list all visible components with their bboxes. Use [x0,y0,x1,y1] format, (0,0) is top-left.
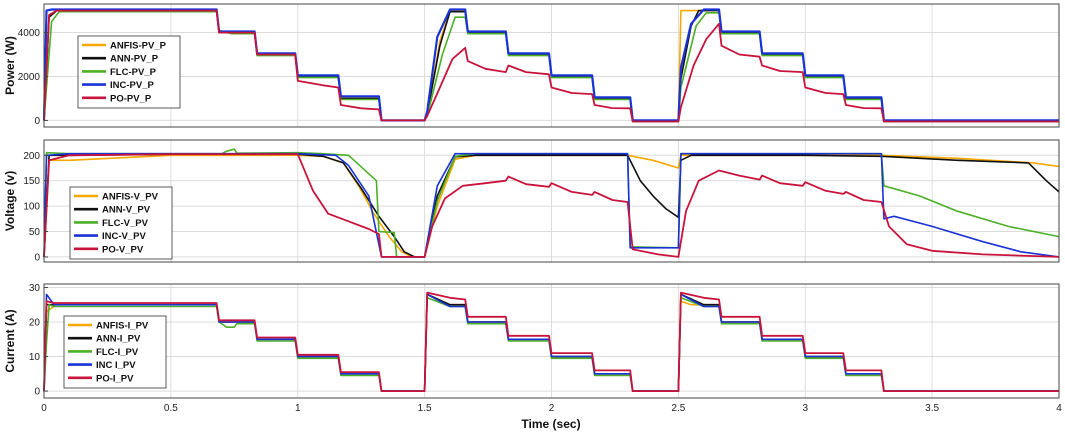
voltage-y-tick-label: 100 [23,202,40,213]
voltage-legend-label: PO-V_PV [102,244,144,255]
voltage-series-line-2 [43,153,1060,258]
voltage-y-tick-label: 0 [34,252,40,263]
current-legend: ANFIS-I_PV ANN-I_PV FLC-I_PV INC I_PV PO-I_P… [63,315,167,389]
power-legend-label: INC-PV_P [110,80,154,91]
current-y-tick-label: 30 [29,283,41,294]
power-axes-frame [43,3,1060,128]
x-tick-label: 1.5 [418,403,432,414]
voltage-legend-label: ANN-V_PV [102,205,151,216]
x-tick-label: 2.5 [671,403,685,414]
voltage-legend-label: FLC-V_PV [102,218,149,229]
current-legend-label: ANN-I_PV [96,334,141,345]
x-tick-label: 0.5 [164,403,178,414]
voltage-legend-label: INC-V_PV [102,231,146,242]
power-legend-label: PO-PV_P [110,93,152,104]
current-axes-frame [43,283,1060,399]
current-y-tick-label: 20 [29,318,41,329]
x-tick-label: 2 [549,403,555,414]
x-tick-label: 0 [41,403,47,414]
power-series-line-5 [43,9,1059,123]
voltage-axes-frame [43,139,1060,263]
voltage-panel: 0 50 100 150 200 Voltage (v) ANFIS-V_PV ANN-V_P… [3,139,1060,263]
current-legend-label: INC I_PV [96,360,136,371]
power-legend-label: ANFIS-PV_P [110,41,167,52]
voltage-series-line-4 [43,152,1060,258]
power-y-tick-label: 0 [34,116,40,127]
power-y-tick-label: 4000 [18,28,41,39]
current-legend-label: FLC-I_PV [96,347,139,358]
voltage-series-line-5 [43,153,1060,258]
voltage-y-axis-label: Voltage (v) [3,171,17,231]
voltage-y-tick-label: 200 [23,151,40,162]
power-series-line-4 [42,8,1059,122]
voltage-legend-label: ANFIS-V_PV [102,192,159,203]
current-y-tick-label: 0 [34,387,40,398]
current-series-line-5 [43,291,1059,393]
x-axis-label: Time (sec) [521,417,580,431]
x-tick-label: 3 [802,403,808,414]
x-tick-label: 4 [1056,403,1062,414]
voltage-y-tick-label: 50 [29,227,41,238]
power-legend-label: FLC-PV_P [110,67,157,78]
power-y-axis-label: Power (W) [3,36,17,95]
power-legend: ANFIS-PV_P ANN-PV_P FLC-PV_P INC-PV_P PO-PV_… [77,35,181,109]
current-y-axis-label: Current (A) [3,309,17,372]
power-y-tick-label: 2000 [18,72,41,83]
current-legend-label: ANFIS-I_PV [96,321,149,332]
power-legend-label: ANN-PV_P [110,54,159,65]
current-y-tick-label: 10 [29,352,41,363]
x-tick-label: 3.5 [925,403,939,414]
current-legend-label: PO-I_PV [96,373,134,384]
voltage-y-tick-label: 150 [23,176,40,187]
voltage-legend: ANFIS-V_PV ANN-V_PV FLC-V_PV INC-V_PV PO-V_P… [69,186,173,260]
x-tick-label: 1 [295,403,301,414]
current-series-line-4 [43,293,1059,392]
